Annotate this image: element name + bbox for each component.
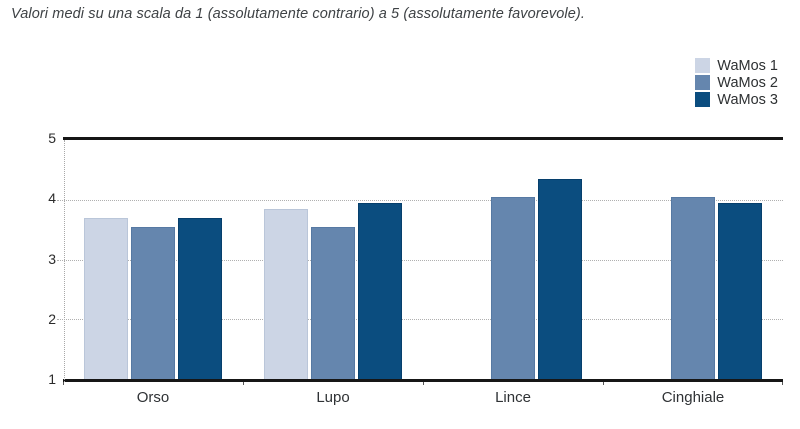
x-tick-label-lince: Lince <box>495 389 531 406</box>
legend-label-wamos-3: WaMos 3 <box>717 91 778 108</box>
bar-orso-wamos-3 <box>178 217 222 379</box>
bar-slot-orso-wamos-1 <box>84 217 128 379</box>
bar-lupo-wamos-3 <box>358 202 402 379</box>
x-axis-tick-0 <box>63 382 64 385</box>
legend-swatch-wamos-1 <box>695 58 711 73</box>
gridline-4 <box>57 199 783 201</box>
bar-slot-lupo-wamos-2 <box>311 226 355 379</box>
legend-label-wamos-1: WaMos 1 <box>717 57 778 74</box>
y-axis-line <box>64 140 65 382</box>
gridline-3 <box>57 259 783 261</box>
legend-item-wamos-2: WaMos 2 <box>695 74 778 91</box>
y-tick-label-5: 5 <box>48 130 56 146</box>
x-axis-labels: Orso Lupo Lince Cinghiale <box>63 389 783 406</box>
bar-slot-lince-wamos-3 <box>538 178 582 379</box>
bar-group-lince <box>423 140 603 379</box>
bar-slot-orso-wamos-2 <box>131 226 175 379</box>
chart-title: Valori medi su una scala da 1 (assolutam… <box>11 6 585 22</box>
bar-groups <box>63 140 783 379</box>
bar-group-lupo <box>243 140 423 379</box>
bar-orso-wamos-2 <box>131 226 175 379</box>
legend-swatch-wamos-3 <box>695 92 711 107</box>
gridline-2 <box>57 319 783 321</box>
plot-area <box>57 137 783 385</box>
legend-item-wamos-1: WaMos 1 <box>695 57 778 74</box>
x-axis-tick-1 <box>243 382 244 385</box>
y-tick-label-2: 2 <box>48 310 56 327</box>
bar-lupo-wamos-2 <box>311 226 355 379</box>
x-tick-label-cinghiale: Cinghiale <box>661 389 725 406</box>
x-axis-tick-4 <box>782 382 783 385</box>
x-axis-tick-2 <box>423 382 424 385</box>
bar-slot-cinghiale-wamos-3 <box>718 202 762 379</box>
bar-slot-lince-wamos-2 <box>491 196 535 379</box>
legend: WaMos 1 WaMos 2 WaMos 3 <box>695 57 778 108</box>
y-tick-label-3: 3 <box>48 250 56 267</box>
bar-slot-lupo-wamos-3 <box>358 202 402 379</box>
bar-cinghiale-wamos-3 <box>718 202 762 379</box>
y-tick-label-1: 1 <box>48 371 56 387</box>
bar-cinghiale-wamos-2 <box>671 196 715 379</box>
bar-slot-orso-wamos-3 <box>178 217 222 379</box>
x-axis-tick-3 <box>603 382 604 385</box>
legend-item-wamos-3: WaMos 3 <box>695 91 778 108</box>
legend-label-wamos-2: WaMos 2 <box>717 74 778 91</box>
bar-orso-wamos-1 <box>84 217 128 379</box>
bar-lince-wamos-3 <box>538 178 582 379</box>
bar-lince-wamos-2 <box>491 196 535 379</box>
bar-group-orso <box>63 140 243 379</box>
y-tick-label-4: 4 <box>48 190 56 207</box>
legend-swatch-wamos-2 <box>695 75 711 90</box>
bar-lupo-wamos-1 <box>264 208 308 379</box>
bar-slot-lupo-wamos-1 <box>264 208 308 379</box>
bar-group-cinghiale <box>603 140 783 379</box>
x-tick-label-lupo: Lupo <box>316 389 350 406</box>
bar-slot-cinghiale-wamos-2 <box>671 196 715 379</box>
x-tick-label-orso: Orso <box>136 389 170 406</box>
